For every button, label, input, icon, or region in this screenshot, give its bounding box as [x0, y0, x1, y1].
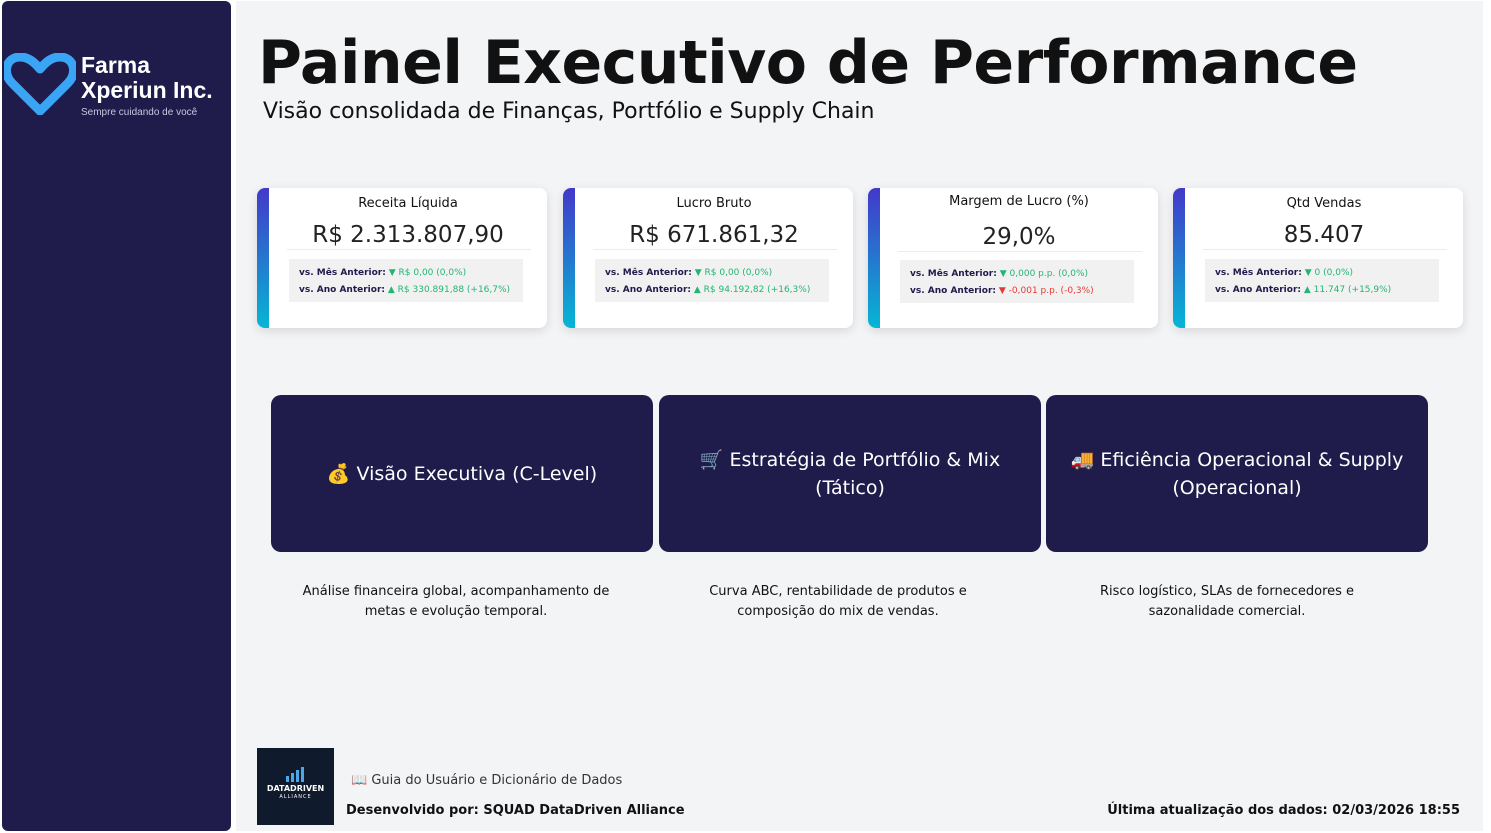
kpi-accent-bar	[1173, 188, 1185, 328]
page-subtitle: Visão consolidada de Finanças, Portfólio…	[263, 99, 875, 124]
mom-value: 0 (0,0%)	[1314, 268, 1354, 278]
kpi-yoy-row: vs. Ano Anterior: ▲ R$ 94.192,82 (+16,3%…	[605, 282, 829, 299]
kpi-mom-row: vs. Mês Anterior: ▼ 0,000 p.p. (0,0%)	[910, 266, 1134, 283]
brand-name-line2: Xperiun Inc.	[81, 77, 213, 103]
nav-label-visao-executiva[interactable]: 💰 Visão Executiva (C-Level)	[327, 460, 597, 488]
last-update-timestamp: Última atualização dos dados: 02/03/2026…	[1107, 803, 1460, 818]
kpi-name: Margem de Lucro (%)	[949, 194, 1089, 209]
nav-button-estrategia-portfolio[interactable]: 🛒 Estratégia de Portfólio & Mix (Tático)	[659, 395, 1041, 552]
page-title: Painel Executivo de Performance	[258, 28, 1358, 98]
kpi-accent-bar	[563, 188, 575, 328]
trend-arrow-icon: ▼	[998, 286, 1006, 296]
kpi-card-receita-liquida: Receita Líquida R$ 2.313.807,90 vs. Mês …	[257, 188, 547, 328]
yoy-label: vs. Ano Anterior:	[910, 286, 996, 296]
money-bag-icon: 💰	[326, 462, 351, 485]
nav-label-text: Estratégia de Portfólio & Mix (Tático)	[729, 448, 1001, 499]
nav-button-eficiencia-operacional[interactable]: 🚚 Eficiência Operacional & Supply (Operac…	[1046, 395, 1428, 552]
nav-description-estrategia-portfolio: Curva ABC, rentabilidade de produtos e c…	[709, 584, 967, 619]
kpi-name: Receita Líquida	[358, 196, 458, 211]
developer-credit: Desenvolvido por: SQUAD DataDriven Allia…	[346, 803, 685, 818]
kpi-card-qtd-vendas: Qtd Vendas 85.407 vs. Mês Anterior: ▼ 0 …	[1173, 188, 1463, 328]
nav-label-eficiencia-operacional[interactable]: 🚚 Eficiência Operacional & Supply (Operac…	[1062, 446, 1412, 502]
nav-description-eficiencia-operacional: Risco logístico, SLAs de fornecedores e …	[1099, 584, 1355, 619]
kpi-divider	[1203, 249, 1447, 250]
kpi-card-lucro-bruto: Lucro Bruto R$ 671.861,32 vs. Mês Anteri…	[563, 188, 853, 328]
yoy-value: R$ 94.192,82 (+16,3%)	[703, 285, 811, 295]
kpi-mom-row: vs. Mês Anterior: ▼ R$ 0,00 (0,0%)	[299, 265, 523, 282]
mom-label: vs. Mês Anterior:	[910, 269, 997, 279]
nav-label-estrategia-portfolio[interactable]: 🛒 Estratégia de Portfólio & Mix (Tático)	[675, 446, 1025, 502]
user-guide-label[interactable]: Guia do Usuário e Dicionário de Dados	[371, 773, 623, 788]
mom-value: 0,000 p.p. (0,0%)	[1009, 269, 1089, 279]
kpi-comparison-box: vs. Mês Anterior: ▼ R$ 0,00 (0,0%) vs. A…	[595, 259, 829, 302]
trend-arrow-icon: ▼	[1304, 268, 1312, 278]
kpi-yoy-row: vs. Ano Anterior: ▲ R$ 330.891,88 (+16,7…	[299, 282, 523, 299]
nav-label-text: Eficiência Operacional & Supply (Operaci…	[1100, 448, 1404, 499]
kpi-accent-bar	[868, 188, 880, 328]
yoy-value: 11.747 (+15,9%)	[1313, 285, 1392, 295]
brand-name-line1: Farma	[81, 52, 151, 78]
kpi-yoy-row: vs. Ano Anterior: ▲ 11.747 (+15,9%)	[1215, 282, 1439, 299]
mom-label: vs. Mês Anterior:	[1215, 268, 1302, 278]
nav-label-text: Visão Executiva (C-Level)	[356, 462, 598, 485]
brand-tagline: Sempre cuidando de você	[81, 107, 198, 118]
trend-arrow-icon: ▼	[694, 268, 702, 278]
yoy-label: vs. Ano Anterior:	[605, 285, 691, 295]
trend-arrow-icon: ▼	[388, 268, 396, 278]
kpi-value: 29,0%	[982, 224, 1056, 250]
nav-description-visao-executiva: Análise financeira global, acompanhament…	[302, 584, 610, 619]
kpi-value: 85.407	[1283, 222, 1365, 248]
yoy-value: R$ 330.891,88 (+16,7%)	[397, 285, 511, 295]
yoy-label: vs. Ano Anterior:	[1215, 285, 1301, 295]
kpi-mom-row: vs. Mês Anterior: ▼ R$ 0,00 (0,0%)	[605, 265, 829, 282]
kpi-card-margem-de-lucro: Margem de Lucro (%) 29,0% vs. Mês Anteri…	[868, 188, 1158, 328]
kpi-comparison-box: vs. Mês Anterior: ▼ R$ 0,00 (0,0%) vs. A…	[289, 259, 523, 302]
page-scrollbar[interactable]	[1483, 0, 1491, 833]
kpi-value: R$ 2.313.807,90	[312, 222, 504, 248]
kpi-divider	[287, 249, 531, 250]
trend-arrow-icon: ▲	[1303, 285, 1311, 295]
kpi-comparison-box: vs. Mês Anterior: ▼ 0 (0,0%) vs. Ano Ant…	[1205, 259, 1439, 302]
kpi-yoy-row: vs. Ano Anterior: ▼ -0,001 p.p. (-0,3%)	[910, 283, 1134, 300]
sidebar: Farma Xperiun Inc. Sempre cuidando de vo…	[2, 1, 231, 831]
kpi-comparison-box: vs. Mês Anterior: ▼ 0,000 p.p. (0,0%) vs…	[900, 260, 1134, 303]
user-guide-link[interactable]: 📖 Guia do Usuário e Dicionário de Dados	[351, 773, 622, 788]
kpi-divider	[593, 249, 837, 250]
logo-text-line1: DATADRIVEN	[266, 784, 325, 793]
datadriven-alliance-logo: DATADRIVEN ALLIANCE	[257, 748, 334, 825]
book-icon: 📖	[351, 773, 368, 788]
logo-text-line2: ALLIANCE	[279, 794, 312, 800]
mom-value: R$ 0,00 (0,0%)	[398, 268, 467, 278]
yoy-label: vs. Ano Anterior:	[299, 285, 385, 295]
yoy-value: -0,001 p.p. (-0,3%)	[1008, 286, 1094, 296]
trend-arrow-icon: ▲	[693, 285, 701, 295]
kpi-value: R$ 671.861,32	[629, 222, 799, 248]
heart-logo-icon	[4, 53, 76, 115]
company-logo: Farma Xperiun Inc. Sempre cuidando de vo…	[4, 49, 229, 129]
kpi-accent-bar	[257, 188, 269, 328]
kpi-mom-row: vs. Mês Anterior: ▼ 0 (0,0%)	[1215, 265, 1439, 282]
mom-label: vs. Mês Anterior:	[299, 268, 386, 278]
delivery-truck-icon: 🚚	[1070, 448, 1095, 471]
trend-arrow-icon: ▲	[387, 285, 395, 295]
bar-chart-icon	[286, 767, 304, 782]
mom-label: vs. Mês Anterior:	[605, 268, 692, 278]
trend-arrow-icon: ▼	[999, 269, 1007, 279]
shopping-cart-icon: 🛒	[699, 448, 724, 471]
kpi-name: Lucro Bruto	[676, 196, 752, 211]
kpi-divider	[898, 251, 1142, 252]
mom-value: R$ 0,00 (0,0%)	[704, 268, 773, 278]
nav-button-visao-executiva[interactable]: 💰 Visão Executiva (C-Level)	[271, 395, 653, 552]
kpi-name: Qtd Vendas	[1286, 196, 1362, 211]
